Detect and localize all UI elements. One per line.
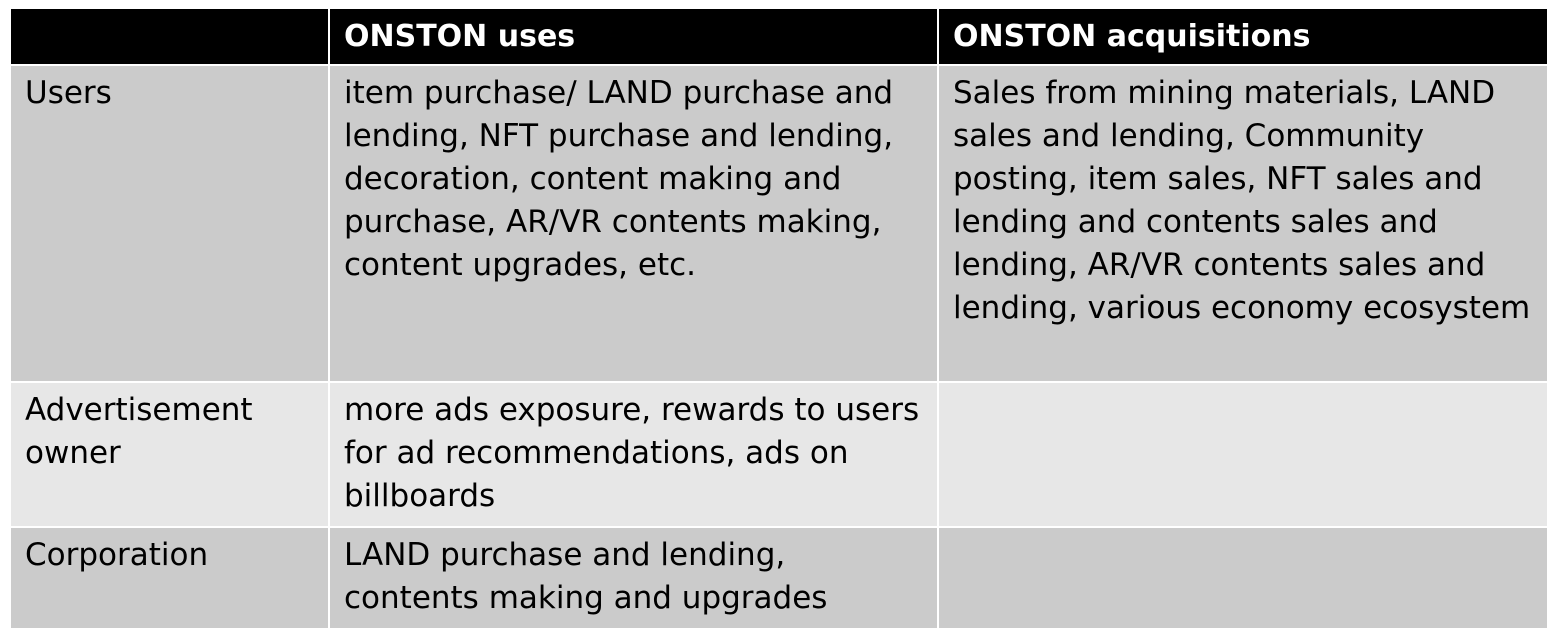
uses-cell-corporation: LAND purchase and lending, contents maki…	[328, 526, 939, 630]
row-label-advertisement-owner: Advertisement owner	[9, 381, 330, 528]
table-row-corporation: Corporation LAND purchase and lending, c…	[9, 526, 1549, 630]
onston-table: ONSTON uses ONSTON acquisitions Users it…	[9, 7, 1549, 630]
uses-cell-users: item purchase/ LAND purchase and lending…	[328, 64, 939, 383]
acquisitions-cell-users: Sales from mining materials, LAND sales …	[937, 64, 1549, 383]
header-cell-uses: ONSTON uses	[328, 7, 939, 66]
acquisitions-cell-corporation	[937, 526, 1549, 630]
header-cell-empty	[9, 7, 330, 66]
table-row-advertisement-owner: Advertisement owner more ads exposure, r…	[9, 381, 1549, 528]
header-row: ONSTON uses ONSTON acquisitions	[9, 7, 1549, 66]
uses-cell-advertisement-owner: more ads exposure, rewards to users for …	[328, 381, 939, 528]
header-cell-acquisitions: ONSTON acquisitions	[937, 7, 1549, 66]
row-label-corporation: Corporation	[9, 526, 330, 630]
table-row-users: Users item purchase/ LAND purchase and l…	[9, 64, 1549, 383]
acquisitions-cell-advertisement-owner	[937, 381, 1549, 528]
onston-table-container: ONSTON uses ONSTON acquisitions Users it…	[9, 7, 1549, 630]
row-label-users: Users	[9, 64, 330, 383]
